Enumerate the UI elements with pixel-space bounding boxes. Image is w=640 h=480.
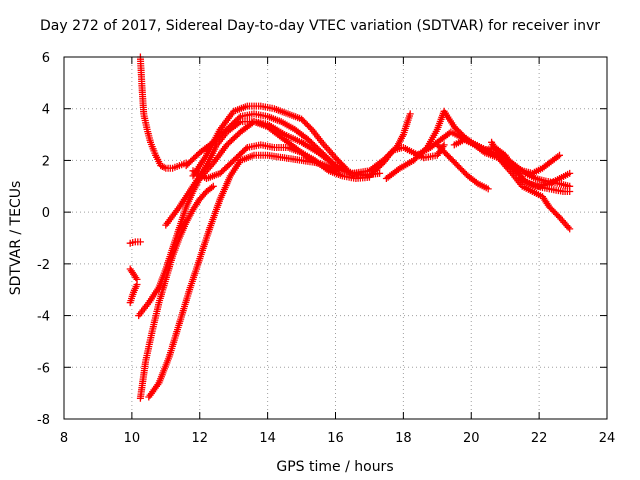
y-tick-label: 4 <box>42 103 50 118</box>
x-axis-title: GPS time / hours <box>276 459 393 475</box>
series-markers <box>126 238 144 247</box>
y-tick-label: 0 <box>42 206 50 221</box>
series-markers <box>488 138 563 177</box>
series-markers <box>136 53 190 172</box>
x-tick-label: 18 <box>395 431 412 446</box>
y-tick-label: -2 <box>37 258 50 273</box>
x-tick-label: 10 <box>124 431 141 446</box>
series-markers <box>182 110 356 177</box>
y-axis-title: SDTVAR / TECUs <box>8 181 24 296</box>
series-arc-11 <box>189 141 373 182</box>
series-arc-16 <box>433 141 492 193</box>
y-tick-label: 6 <box>42 51 50 66</box>
x-tick-label: 12 <box>191 431 208 446</box>
series-markers <box>126 265 141 283</box>
series-arc-3 <box>126 265 141 283</box>
x-tick-label: 14 <box>259 431 276 446</box>
series-arc-1 <box>136 53 190 172</box>
x-tick-label: 8 <box>60 431 68 446</box>
series-arc-2 <box>126 238 144 247</box>
series-markers <box>126 281 141 307</box>
series-arc-4 <box>126 281 141 307</box>
data-series <box>126 53 574 402</box>
series-arc-19 <box>515 169 574 190</box>
y-tick-label: -4 <box>37 310 50 325</box>
series-arc-18 <box>488 138 563 177</box>
y-tick-label: 2 <box>42 154 50 169</box>
y-tick-label: -8 <box>37 413 50 428</box>
series-markers <box>145 151 373 401</box>
series-markers <box>189 141 373 182</box>
x-tick-label: 24 <box>599 431 616 446</box>
series-markers <box>189 102 350 180</box>
series-arc-10 <box>182 110 356 177</box>
chart-title: Day 272 of 2017, Sidereal Day-to-day VTE… <box>39 18 601 34</box>
series-arc-7 <box>145 151 373 401</box>
series-markers <box>136 182 217 402</box>
plot-frame <box>63 56 608 420</box>
series-markers <box>515 169 574 190</box>
x-tick-label: 16 <box>327 431 344 446</box>
y-tick-label: -6 <box>37 361 50 376</box>
series-arc-9 <box>189 102 350 180</box>
series-arc-5 <box>136 182 217 402</box>
x-tick-label: 20 <box>463 431 480 446</box>
series-markers <box>433 141 492 193</box>
x-tick-label: 22 <box>531 431 548 446</box>
